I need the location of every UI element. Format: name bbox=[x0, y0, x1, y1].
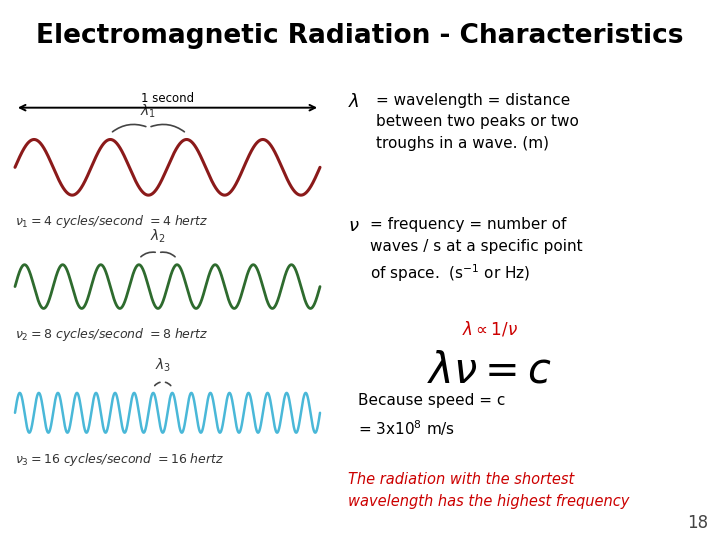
Text: $\lambda_3$: $\lambda_3$ bbox=[155, 356, 171, 374]
Text: = frequency = number of
waves / s at a specific point
of space.  (s$^{-1}$ or Hz: = frequency = number of waves / s at a s… bbox=[370, 217, 582, 285]
Text: $\nu_3 = 16$ cycles/second $= 16$ hertz: $\nu_3 = 16$ cycles/second $= 16$ hertz bbox=[15, 450, 225, 468]
Text: = wavelength = distance
between two peaks or two
troughs in a wave. (m): = wavelength = distance between two peak… bbox=[376, 93, 579, 151]
Text: The radiation with the shortest
wavelength has the highest frequency: The radiation with the shortest waveleng… bbox=[348, 472, 629, 509]
Text: $\nu_2 = 8$ cycles/second $= 8$ hertz: $\nu_2 = 8$ cycles/second $= 8$ hertz bbox=[15, 326, 209, 343]
Text: Electromagnetic Radiation - Characteristics: Electromagnetic Radiation - Characterist… bbox=[36, 23, 684, 50]
Text: 18: 18 bbox=[687, 514, 708, 532]
Text: $\nu$: $\nu$ bbox=[348, 217, 359, 235]
Text: $\lambda_2$: $\lambda_2$ bbox=[150, 227, 166, 245]
Text: Because speed = c
= 3x10$^{8}$ m/s: Because speed = c = 3x10$^{8}$ m/s bbox=[358, 393, 505, 437]
Text: $\nu_1 = 4$ cycles/second $= 4$ hertz: $\nu_1 = 4$ cycles/second $= 4$ hertz bbox=[15, 213, 209, 230]
Text: $\lambda$: $\lambda$ bbox=[348, 93, 359, 111]
Text: $\lambda \propto 1/\nu$: $\lambda \propto 1/\nu$ bbox=[462, 319, 518, 339]
Text: 1 second: 1 second bbox=[141, 92, 194, 105]
Text: $\lambda\nu = c$: $\lambda\nu = c$ bbox=[428, 349, 552, 391]
Text: $\lambda_1$: $\lambda_1$ bbox=[140, 102, 156, 120]
